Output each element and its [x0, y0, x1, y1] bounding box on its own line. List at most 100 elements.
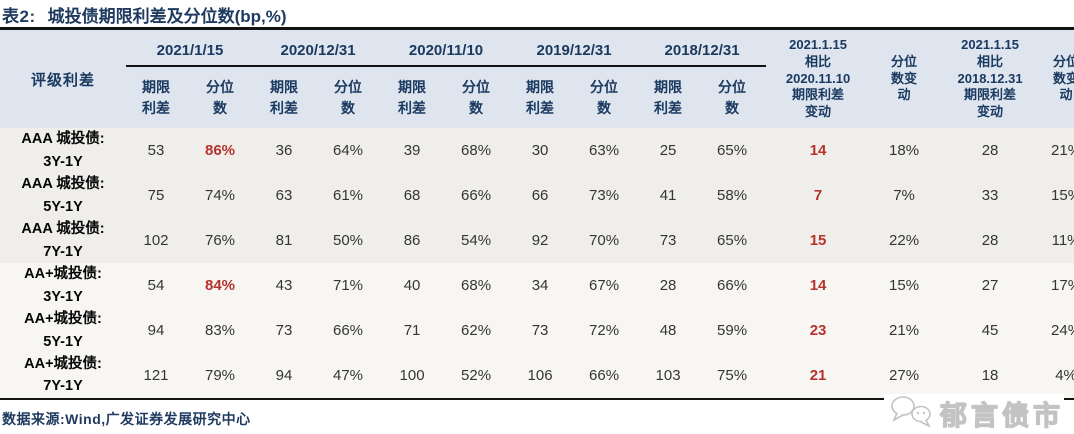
cell: 62%	[442, 308, 511, 353]
cell: 30	[510, 128, 571, 173]
cell: 66%	[314, 308, 383, 353]
col-header-date-1: 2021/1/15	[126, 30, 255, 67]
cell: 41	[638, 173, 699, 218]
cell: 40	[382, 263, 443, 308]
cell: 52%	[442, 353, 511, 400]
cell-highlight: 7	[766, 173, 871, 218]
sub-header-term-4: 期限 利差	[510, 66, 571, 128]
sub-header-term-5: 期限 利差	[638, 66, 699, 128]
row-label: AA+城投债: 7Y-1Y	[0, 353, 126, 400]
table-container: 评级利差 2021/1/15 2020/12/31 2020/11/10 201…	[0, 27, 1074, 400]
cell: 28	[938, 218, 1043, 263]
table-header: 评级利差 2021/1/15 2020/12/31 2020/11/10 201…	[0, 30, 1074, 128]
cell: 27	[938, 263, 1043, 308]
cell: 73	[638, 218, 699, 263]
cell: 103	[638, 353, 699, 400]
cell: 65%	[698, 218, 767, 263]
cell: 68%	[442, 263, 511, 308]
cell: 86	[382, 218, 443, 263]
sub-header-term-2: 期限 利差	[254, 66, 315, 128]
table-row-aaa-3y1y: AAA 城投债: 3Y-1Y 53 86% 36 64% 39 68% 30 6…	[0, 128, 1074, 173]
cell-highlight: 14	[766, 128, 871, 173]
col-header-term-change-2: 2021.1.15 相比 2018.12.31 期限利差 变动	[938, 30, 1043, 128]
cell: 21%	[1042, 128, 1074, 173]
table-row-aaa-5y1y: AAA 城投债: 5Y-1Y 75 74% 63 61% 68 66% 66 7…	[0, 173, 1074, 218]
cell: 58%	[698, 173, 767, 218]
col-header-term-change-1: 2021.1.15 相比 2020.11.10 期限利差 变动	[766, 30, 871, 128]
cell: 27%	[870, 353, 939, 400]
cell: 54	[126, 263, 186, 308]
col-header-rating-spread: 评级利差	[0, 30, 126, 128]
cell: 15%	[870, 263, 939, 308]
cell: 71	[382, 308, 443, 353]
cell-highlight: 14	[766, 263, 871, 308]
cell: 68%	[442, 128, 511, 173]
table-title: 表2: 城投债期限利差及分位数(bp,%)	[0, 0, 1074, 27]
cell: 25	[638, 128, 699, 173]
cell: 92	[510, 218, 571, 263]
cell: 39	[382, 128, 443, 173]
cell: 66%	[698, 263, 767, 308]
table-row-aaplus-3y1y: AA+城投债: 3Y-1Y 54 84% 43 71% 40 68% 34 67…	[0, 263, 1074, 308]
cell: 94	[254, 353, 315, 400]
cell-highlight: 84%	[186, 263, 255, 308]
sub-header-pct-5: 分位 数	[698, 66, 767, 128]
row-label: AAA 城投债: 3Y-1Y	[0, 128, 126, 173]
cell-highlight: 21	[766, 353, 871, 400]
cell: 61%	[314, 173, 383, 218]
cell-highlight: 15	[766, 218, 871, 263]
cell: 65%	[698, 128, 767, 173]
sub-header-pct-3: 分位 数	[442, 66, 511, 128]
col-header-pct-change-2: 分位 数变 动	[1042, 30, 1074, 128]
sub-header-term-3: 期限 利差	[382, 66, 443, 128]
cell: 71%	[314, 263, 383, 308]
table-body: AAA 城投债: 3Y-1Y 53 86% 36 64% 39 68% 30 6…	[0, 128, 1074, 400]
cell: 121	[126, 353, 186, 400]
cell: 48	[638, 308, 699, 353]
spread-table: 评级利差 2021/1/15 2020/12/31 2020/11/10 201…	[0, 30, 1074, 400]
col-header-date-4: 2019/12/31	[510, 30, 639, 67]
cell: 28	[938, 128, 1043, 173]
cell: 64%	[314, 128, 383, 173]
cell: 54%	[442, 218, 511, 263]
cell: 73	[510, 308, 571, 353]
cell: 50%	[314, 218, 383, 263]
cell: 102	[126, 218, 186, 263]
cell: 53	[126, 128, 186, 173]
cell: 15%	[1042, 173, 1074, 218]
cell: 66	[510, 173, 571, 218]
table-row-aaplus-5y1y: AA+城投债: 5Y-1Y 94 83% 73 66% 71 62% 73 72…	[0, 308, 1074, 353]
cell: 75%	[698, 353, 767, 400]
table-row-aaa-7y1y: AAA 城投债: 7Y-1Y 102 76% 81 50% 86 54% 92 …	[0, 218, 1074, 263]
cell: 73	[254, 308, 315, 353]
data-source-note: 数据来源:Wind,广发证券发展研究中心	[0, 400, 1074, 429]
cell: 28	[638, 263, 699, 308]
cell: 79%	[186, 353, 255, 400]
cell: 36	[254, 128, 315, 173]
row-label: AAA 城投债: 7Y-1Y	[0, 218, 126, 263]
table-title-text: 城投债期限利差及分位数(bp,%)	[47, 7, 287, 26]
sub-header-pct-2: 分位 数	[314, 66, 383, 128]
sub-header-pct-1: 分位 数	[186, 66, 255, 128]
cell: 66%	[442, 173, 511, 218]
cell: 72%	[570, 308, 639, 353]
cell: 33	[938, 173, 1043, 218]
cell: 74%	[186, 173, 255, 218]
cell: 43	[254, 263, 315, 308]
cell: 73%	[570, 173, 639, 218]
cell: 100	[382, 353, 443, 400]
cell: 75	[126, 173, 186, 218]
col-header-date-3: 2020/11/10	[382, 30, 511, 67]
cell: 24%	[1042, 308, 1074, 353]
cell: 67%	[570, 263, 639, 308]
cell: 47%	[314, 353, 383, 400]
row-label: AA+城投债: 5Y-1Y	[0, 308, 126, 353]
sub-header-term-1: 期限 利差	[126, 66, 186, 128]
cell: 45	[938, 308, 1043, 353]
sub-header-pct-4: 分位 数	[570, 66, 639, 128]
cell: 83%	[186, 308, 255, 353]
col-header-date-5: 2018/12/31	[638, 30, 767, 67]
cell: 94	[126, 308, 186, 353]
cell: 22%	[870, 218, 939, 263]
